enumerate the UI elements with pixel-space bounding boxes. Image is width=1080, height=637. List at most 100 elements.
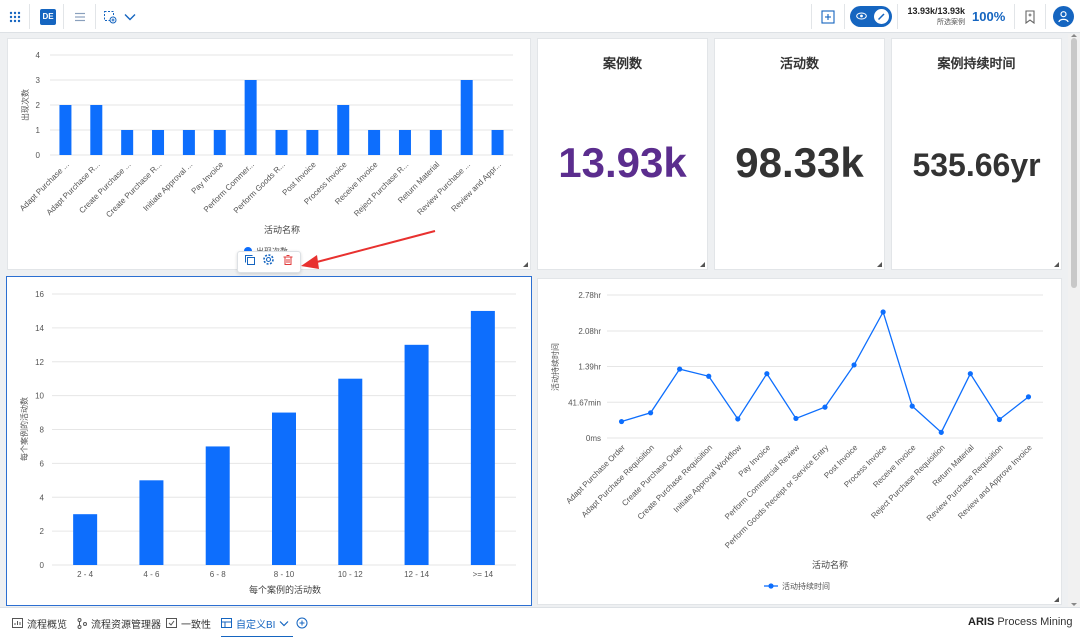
bar (491, 130, 504, 155)
y-tick-label: 2.78hr (578, 291, 601, 300)
resize-handle[interactable] (877, 262, 882, 267)
chart-board-icon (12, 618, 23, 628)
y-tick-label: 2 (40, 527, 45, 536)
resize-handle[interactable] (1054, 597, 1059, 602)
y-tick-label: 2.08hr (578, 327, 601, 336)
cases-percentage: 100% (972, 9, 1006, 24)
y-tick-label: 8 (40, 426, 45, 435)
data-point (909, 403, 915, 409)
bar (306, 130, 319, 155)
kpi-case-count-title: 案例数 (602, 56, 642, 71)
bar (182, 130, 195, 155)
data-point (938, 429, 944, 435)
bar (337, 105, 350, 155)
legend-label: 活动持续时间 (782, 581, 830, 591)
activity-occurrence-chart-card[interactable]: 0 1 2 3 4 Adapt Purchase ... Adapt Purchase R.… (7, 38, 531, 270)
x-tick-label: Perform Goods Receipt or Service Entry (723, 443, 830, 550)
cases-label: 所选案例 (937, 19, 965, 26)
activities-per-case-bar-chart: 0 2 4 6 8 10 12 14 16 2 - 4 4 - 6 6 - 8 8 - 10 10 - 1… (19, 290, 516, 595)
vertical-scrollbar[interactable] (1068, 34, 1080, 607)
bar (121, 130, 134, 155)
cases-count: 13.93k/13.93k (907, 6, 965, 16)
selected-cases-counter: 13.93k/13.93k 所选案例 (905, 6, 965, 27)
legend-marker (768, 583, 774, 589)
data-point (618, 418, 625, 425)
bar (470, 310, 495, 565)
resize-handle[interactable] (1054, 262, 1059, 267)
chevron-down-icon[interactable] (279, 620, 289, 627)
filter-selection-icon[interactable] (100, 0, 120, 33)
y-tick-label: 6 (40, 459, 45, 468)
add-tab-button[interactable] (296, 608, 308, 637)
x-axis-title: 活动名称 (812, 559, 848, 570)
kpi-activity-count-value: 98.33k (735, 139, 864, 186)
data-point (822, 404, 828, 410)
activity-duration-chart-card[interactable]: 0ms 41.67min 1.39hr 2.08hr 2.78hr Adapt Purch… (537, 278, 1062, 605)
resize-handle[interactable] (700, 262, 705, 267)
tab-custom-bi-label: 自定义BI (236, 619, 276, 631)
y-tick-label: 2 (36, 101, 41, 110)
activities-per-case-chart-card[interactable]: 0 2 4 6 8 10 12 14 16 2 - 4 4 - 6 6 - 8 8 - 10 10 - 1… (6, 276, 532, 606)
add-component-icon[interactable] (817, 0, 839, 33)
brand-logo: ARIS Process Mining (968, 616, 1073, 628)
y-tick-label: 3 (36, 76, 41, 85)
data-point (677, 366, 683, 372)
bar (205, 446, 230, 565)
add-circle-icon (296, 617, 308, 629)
brand-name: ARIS (968, 616, 995, 628)
data-point (706, 373, 712, 379)
eye-icon (856, 12, 867, 20)
tab-process-overview-label: 流程概览 (27, 619, 67, 631)
duplicate-icon[interactable] (244, 253, 256, 271)
edit-mode-toggle[interactable] (850, 0, 892, 33)
menu-icon[interactable] (70, 0, 90, 33)
y-axis-title: 出现次数 (20, 89, 30, 121)
scrollbar-thumb[interactable] (1071, 38, 1077, 288)
resize-handle[interactable] (523, 262, 528, 267)
tab-conformance[interactable]: 一致性 (166, 608, 211, 637)
chevron-down-icon[interactable] (121, 0, 139, 33)
bar (272, 412, 296, 565)
bar (275, 130, 288, 155)
settings-gear-icon[interactable] (262, 253, 275, 271)
custom-bi-icon (221, 618, 232, 628)
delete-trash-icon[interactable] (282, 253, 294, 271)
tab-conformance-label: 一致性 (181, 619, 211, 631)
data-point (996, 416, 1002, 423)
project-badge[interactable]: DE (38, 0, 58, 33)
x-axis-title: 活动名称 (264, 224, 300, 235)
x-tick-label: 2 - 4 (77, 570, 94, 579)
y-tick-label: 41.67min (568, 398, 601, 407)
bar (398, 130, 411, 155)
x-tick-label: 8 - 10 (274, 570, 295, 579)
tab-process-overview[interactable]: 流程概览 (12, 608, 67, 637)
bar (213, 130, 226, 155)
app-grid-icon[interactable] (5, 0, 25, 33)
kpi-activity-count-card[interactable]: 活动数 98.33k (714, 38, 885, 270)
user-avatar[interactable] (1051, 0, 1075, 33)
bar (244, 80, 257, 155)
series-line (621, 310, 1029, 434)
bar (429, 130, 442, 155)
tab-custom-bi[interactable]: 自定义BI (221, 608, 294, 637)
kpi-case-count-card[interactable]: 案例数 13.93k (537, 38, 708, 270)
kpi-case-count-value: 13.93k (558, 139, 687, 186)
data-point (735, 416, 741, 422)
x-tick-label: Reject Purchase R... (352, 160, 410, 218)
data-point (793, 415, 799, 422)
kpi-case-duration-value: 535.66yr (912, 147, 1041, 183)
x-tick-label: Review Purchase ... (415, 160, 472, 217)
bar (460, 80, 473, 155)
bar (338, 378, 363, 565)
data-point (880, 309, 886, 315)
brand-product: Process Mining (997, 616, 1073, 628)
tab-process-explorer[interactable]: 流程资源管理器 (77, 608, 161, 637)
x-tick-label: Create Purchase R... (104, 160, 163, 219)
y-tick-label: 10 (35, 392, 44, 401)
y-tick-label: 4 (40, 493, 45, 502)
y-tick-label: 1.39hr (578, 363, 601, 372)
kpi-case-duration-card[interactable]: 案例持续时间 535.66yr (891, 38, 1062, 270)
bookmark-icon[interactable] (1020, 0, 1040, 33)
y-axis-title: 每个案例的活动数 (19, 397, 29, 461)
